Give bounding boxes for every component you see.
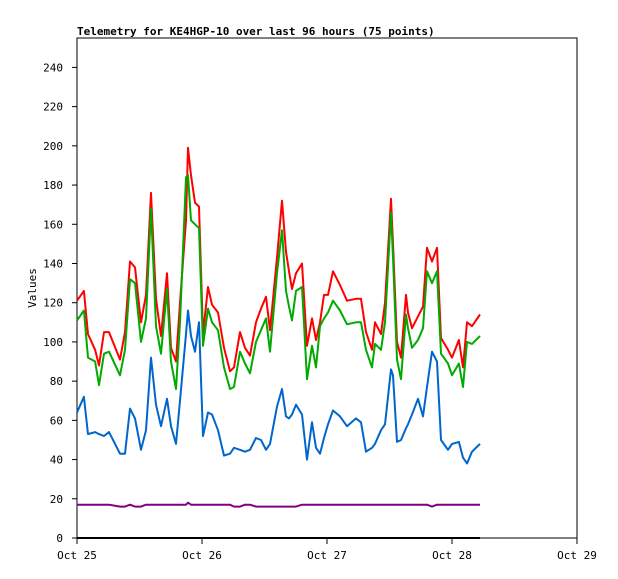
y-tick-label: 220 [43, 101, 63, 114]
y-tick-label: 100 [43, 336, 63, 349]
x-tick-label: Oct 28 [432, 549, 472, 562]
y-tick-label: 0 [56, 532, 63, 545]
y-tick-label: 60 [50, 414, 63, 427]
x-tick-label: Oct 26 [182, 549, 222, 562]
x-tick-label: Oct 25 [57, 549, 97, 562]
series-line-3 [76, 309, 481, 465]
y-tick-label: 240 [43, 61, 63, 74]
y-tick-label: 160 [43, 218, 63, 231]
y-tick-label: 120 [43, 297, 63, 310]
x-tick-label: Oct 29 [557, 549, 597, 562]
plot-frame [76, 37, 578, 539]
x-tick-label: Oct 27 [307, 549, 347, 562]
y-tick-label: 180 [43, 179, 63, 192]
chart-title: Telemetry for KE4HGP-10 over last 96 hou… [77, 25, 435, 38]
y-tick-label: 200 [43, 140, 63, 153]
y-axis-label: Values [26, 268, 39, 308]
y-tick-label: 20 [50, 493, 63, 506]
y-tick-label: 40 [50, 454, 63, 467]
series-line-4 [77, 501, 480, 508]
y-tick-label: 140 [43, 257, 63, 270]
y-tick-label: 80 [50, 375, 63, 388]
series-line-2 [76, 174, 481, 390]
